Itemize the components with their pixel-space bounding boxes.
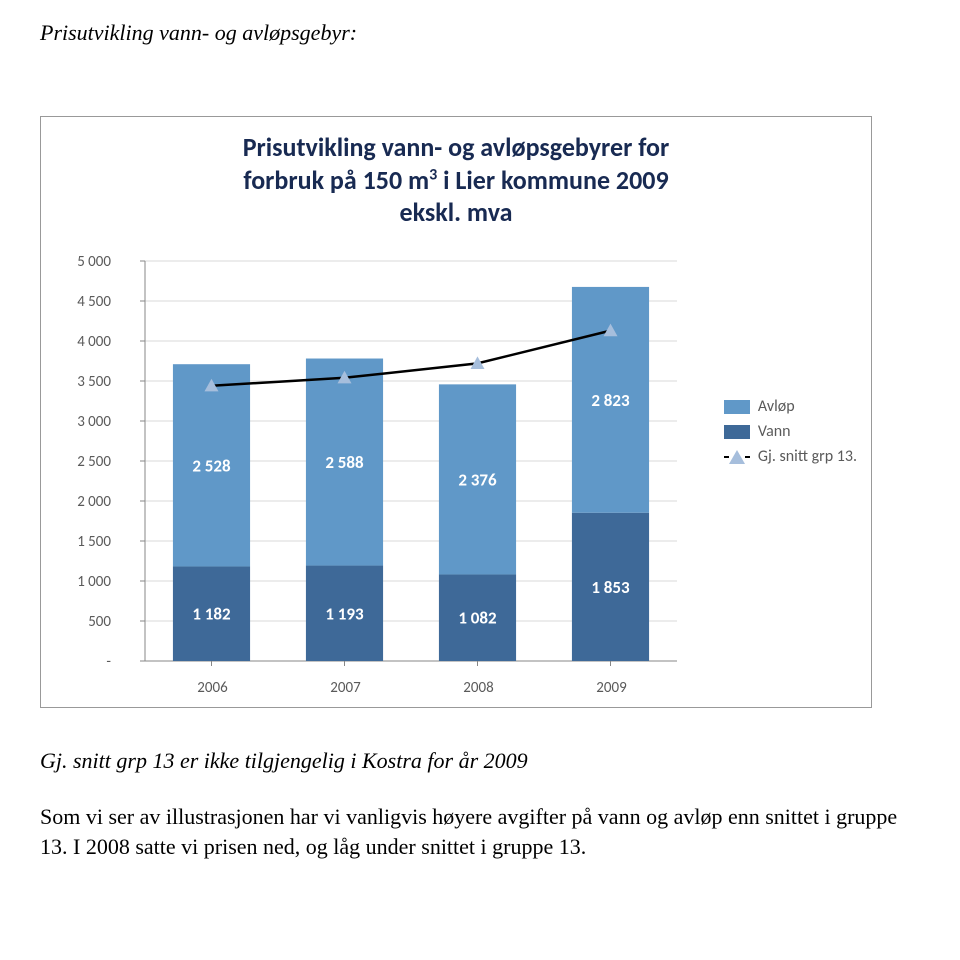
legend-label-avlop: Avløp: [758, 397, 795, 416]
x-tick-label: 2007: [330, 679, 360, 697]
title-line3: ekskl. mva: [400, 196, 513, 228]
y-tick-label: 1 000: [51, 573, 111, 591]
legend-marker-line: [724, 450, 750, 464]
legend-swatch-vann: [724, 425, 750, 439]
legend-label-vann: Vann: [758, 422, 791, 441]
svg-text:2 376: 2 376: [458, 469, 497, 490]
y-tick-label: 5 000: [51, 253, 111, 271]
x-tick-label: 2009: [596, 679, 626, 697]
legend: Avløp Vann Gj. snitt grp 13.: [724, 397, 857, 472]
y-tick-label: 4 000: [51, 333, 111, 351]
legend-item-vann: Vann: [724, 422, 857, 441]
svg-text:1 082: 1 082: [458, 608, 497, 629]
x-tick-label: 2006: [197, 679, 227, 697]
y-tick-label: 2 000: [51, 493, 111, 511]
legend-label-line: Gj. snitt grp 13.: [758, 447, 857, 466]
y-tick-label: -: [51, 653, 111, 671]
body-paragraph: Som vi ser av illustrasjonen har vi vanl…: [40, 802, 920, 861]
svg-text:2 588: 2 588: [325, 452, 364, 473]
title-line2-post: i Lier kommune 2009: [437, 164, 668, 196]
y-tick-label: 1 500: [51, 533, 111, 551]
svg-text:1 853: 1 853: [591, 577, 630, 598]
y-tick-label: 3 000: [51, 413, 111, 431]
y-tick-label: 4 500: [51, 293, 111, 311]
x-tick-label: 2008: [463, 679, 493, 697]
y-tick-label: 2 500: [51, 453, 111, 471]
legend-item-avlop: Avløp: [724, 397, 857, 416]
svg-text:1 182: 1 182: [192, 604, 231, 625]
svg-text:1 193: 1 193: [325, 603, 364, 624]
title-line1: Prisutvikling vann- og avløpsgebyrer for: [243, 131, 670, 163]
title-line2-pre: forbruk på 150 m: [243, 164, 429, 196]
chart-container: Prisutvikling vann- og avløpsgebyrer for…: [40, 116, 872, 708]
legend-item-line: Gj. snitt grp 13.: [724, 447, 857, 466]
y-tick-label: 500: [51, 613, 111, 631]
svg-text:2 528: 2 528: [192, 455, 231, 476]
svg-text:2 823: 2 823: [591, 390, 630, 411]
legend-swatch-avlop: [724, 400, 750, 414]
chart-svg: 1 182 2 528 1 193 2 588 1 082 2 376 1 853 2 823: [71, 257, 681, 667]
y-tick-label: 3 500: [51, 373, 111, 391]
intro-text: Prisutvikling vann- og avløpsgebyr:: [40, 20, 920, 46]
plot-area: 1 182 2 528 1 193 2 588 1 082 2 376 1 853 2 823: [71, 257, 681, 667]
chart-title: Prisutvikling vann- og avløpsgebyrer for…: [41, 117, 871, 239]
chart-caption: Gj. snitt grp 13 er ikke tilgjengelig i …: [40, 748, 920, 774]
